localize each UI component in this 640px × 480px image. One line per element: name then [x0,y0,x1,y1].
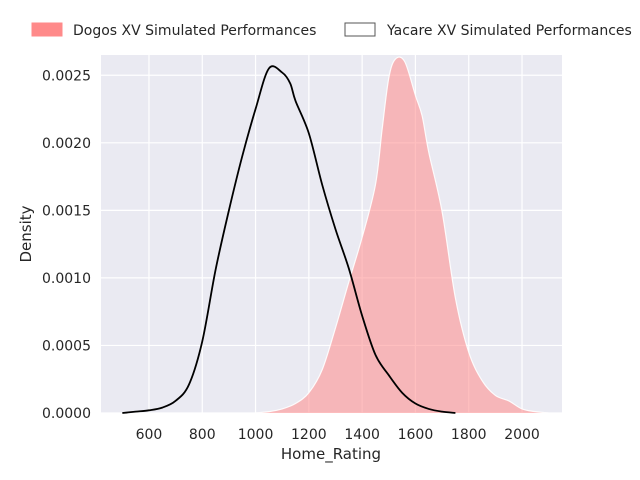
density-area-dogos [255,57,549,414]
density-outline-dogos [255,56,549,414]
y-tick-label: 0.0000 [42,406,91,422]
legend-label-dogos: Dogos XV Simulated Performances [73,23,316,39]
x-tick-label: 1600 [398,427,434,443]
legend-label-yacare: Yacare XV Simulated Performances [386,23,632,39]
y-tick-label: 0.0020 [42,136,91,152]
y-tick-label: 0.0015 [42,203,91,219]
legend-swatch-dogos [31,22,63,37]
y-tick-label: 0.0005 [42,338,91,354]
y-tick-label: 0.0010 [42,271,91,287]
x-tick-label: 1200 [291,427,327,443]
legend-swatch-yacare [344,22,376,37]
x-tick-label: 1000 [238,427,274,443]
x-tick-label: 2000 [504,427,540,443]
x-tick-label: 600 [136,427,163,443]
x-tick-label: 1800 [451,427,487,443]
legend: Dogos XV Simulated Performances Yacare X… [31,22,632,39]
y-tick-label: 0.0025 [42,68,91,84]
x-tick-label: 1400 [344,427,380,443]
x-tick-labels: 600 800 1000 1200 1400 1600 1800 2000 [136,427,540,443]
y-tick-labels: 0.0000 0.0005 0.0010 0.0015 0.0020 0.0025 [42,68,91,422]
y-axis-label: Density [17,205,35,262]
x-axis-label: Home_Rating [281,445,381,464]
x-tick-label: 800 [189,427,216,443]
density-line-yacare [122,65,456,414]
series-layer [122,56,549,414]
